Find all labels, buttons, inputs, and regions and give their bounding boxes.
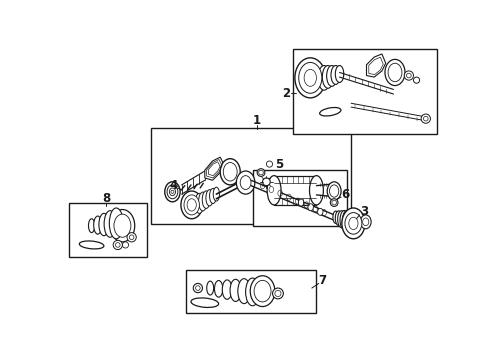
Ellipse shape: [104, 211, 116, 237]
Ellipse shape: [214, 280, 223, 297]
Ellipse shape: [266, 176, 281, 205]
Ellipse shape: [110, 210, 135, 242]
Circle shape: [272, 288, 283, 299]
Ellipse shape: [337, 211, 345, 228]
Ellipse shape: [362, 218, 368, 226]
Ellipse shape: [326, 66, 336, 86]
Ellipse shape: [229, 279, 241, 301]
Ellipse shape: [195, 193, 203, 213]
Ellipse shape: [198, 192, 206, 211]
Ellipse shape: [360, 215, 370, 229]
Circle shape: [115, 243, 120, 247]
Ellipse shape: [335, 66, 343, 82]
Circle shape: [127, 233, 136, 242]
Ellipse shape: [307, 204, 313, 211]
Ellipse shape: [206, 281, 213, 295]
Circle shape: [195, 286, 200, 291]
Ellipse shape: [322, 66, 333, 88]
Ellipse shape: [167, 185, 178, 199]
Bar: [185, 270, 316, 313]
Circle shape: [129, 235, 134, 239]
Circle shape: [404, 71, 413, 80]
Ellipse shape: [304, 69, 316, 86]
Circle shape: [258, 170, 263, 175]
Text: 2: 2: [282, 87, 290, 100]
Ellipse shape: [205, 190, 213, 206]
Ellipse shape: [183, 195, 199, 215]
Ellipse shape: [94, 216, 102, 234]
Text: 6: 6: [340, 188, 348, 201]
Circle shape: [406, 73, 410, 78]
Circle shape: [257, 169, 264, 176]
Ellipse shape: [109, 208, 123, 239]
Ellipse shape: [342, 210, 351, 232]
Bar: [253, 170, 346, 226]
Ellipse shape: [339, 211, 348, 230]
Ellipse shape: [222, 280, 231, 299]
Text: 5: 5: [275, 158, 283, 171]
Ellipse shape: [254, 280, 270, 302]
Ellipse shape: [245, 278, 259, 306]
Text: 7: 7: [318, 274, 326, 287]
Ellipse shape: [348, 217, 357, 230]
Ellipse shape: [223, 163, 237, 181]
Circle shape: [193, 283, 202, 293]
Circle shape: [413, 77, 419, 83]
Ellipse shape: [317, 66, 329, 90]
Circle shape: [331, 200, 336, 205]
Ellipse shape: [294, 58, 325, 98]
Ellipse shape: [387, 63, 401, 82]
Ellipse shape: [220, 159, 240, 185]
Ellipse shape: [187, 199, 196, 211]
Polygon shape: [204, 157, 224, 180]
Ellipse shape: [191, 298, 218, 307]
Ellipse shape: [236, 171, 254, 194]
Ellipse shape: [319, 108, 340, 116]
Ellipse shape: [79, 241, 103, 249]
Ellipse shape: [298, 199, 303, 206]
Circle shape: [113, 240, 122, 249]
Ellipse shape: [335, 211, 341, 225]
Ellipse shape: [384, 59, 404, 86]
Text: 8: 8: [102, 192, 110, 205]
Ellipse shape: [209, 188, 216, 203]
Ellipse shape: [181, 191, 202, 219]
Ellipse shape: [344, 213, 361, 234]
Ellipse shape: [317, 208, 323, 215]
Ellipse shape: [202, 191, 210, 208]
Ellipse shape: [88, 219, 95, 233]
Circle shape: [420, 114, 429, 123]
Ellipse shape: [114, 214, 131, 237]
Circle shape: [122, 242, 128, 248]
Circle shape: [274, 291, 281, 297]
Ellipse shape: [326, 182, 341, 200]
Text: 1: 1: [253, 114, 261, 127]
Ellipse shape: [237, 279, 250, 303]
Ellipse shape: [309, 176, 323, 205]
Text: 4: 4: [169, 179, 178, 192]
Ellipse shape: [298, 62, 321, 93]
Ellipse shape: [332, 211, 338, 223]
Circle shape: [329, 199, 337, 206]
Bar: [151, 128, 350, 224]
Ellipse shape: [169, 188, 175, 195]
Bar: [293, 49, 436, 134]
Ellipse shape: [164, 182, 180, 202]
Ellipse shape: [250, 276, 274, 306]
Polygon shape: [366, 54, 385, 77]
Ellipse shape: [330, 66, 340, 84]
Circle shape: [423, 116, 427, 121]
Text: 3: 3: [359, 204, 367, 217]
Ellipse shape: [262, 178, 270, 186]
Ellipse shape: [329, 185, 338, 197]
Circle shape: [171, 190, 174, 193]
Ellipse shape: [341, 208, 364, 239]
Ellipse shape: [213, 187, 219, 201]
Bar: [68, 203, 147, 257]
Ellipse shape: [240, 176, 250, 189]
Ellipse shape: [99, 213, 109, 236]
